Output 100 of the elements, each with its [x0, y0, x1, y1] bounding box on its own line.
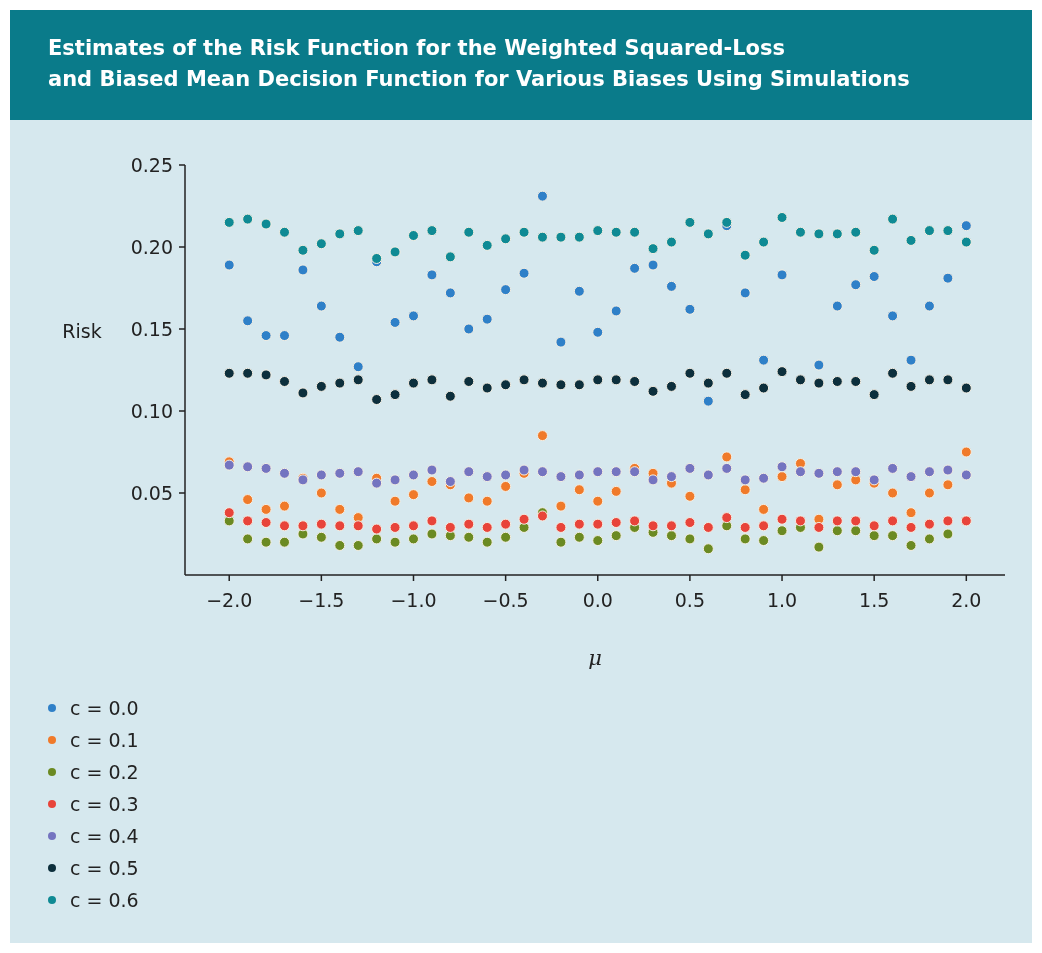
- point: [702, 521, 714, 533]
- point: [371, 523, 383, 535]
- point: [426, 528, 438, 540]
- point: [758, 236, 770, 248]
- point: [463, 375, 475, 387]
- point: [573, 484, 585, 496]
- point: [407, 489, 419, 501]
- point: [260, 462, 272, 474]
- point: [942, 479, 954, 491]
- point: [739, 484, 751, 496]
- point: [315, 518, 327, 530]
- point: [573, 285, 585, 297]
- point: [536, 190, 548, 202]
- point: [758, 354, 770, 366]
- point: [463, 492, 475, 504]
- point: [776, 513, 788, 525]
- point: [831, 228, 843, 240]
- point: [352, 520, 364, 532]
- point: [647, 520, 659, 532]
- y-tick-label: 0.25: [130, 153, 173, 176]
- point: [481, 536, 493, 548]
- point: [794, 226, 806, 238]
- y-tick-label: 0.10: [130, 399, 173, 422]
- point: [702, 395, 714, 407]
- point: [242, 494, 254, 506]
- point: [444, 390, 456, 402]
- point: [297, 387, 309, 399]
- point: [776, 269, 788, 281]
- point: [665, 530, 677, 542]
- point: [850, 279, 862, 291]
- point: [389, 389, 401, 401]
- point: [923, 518, 935, 530]
- point: [831, 300, 843, 312]
- point: [315, 380, 327, 392]
- point: [518, 513, 530, 525]
- point: [739, 389, 751, 401]
- point: [334, 228, 346, 240]
- x-tick-label: −1.5: [298, 589, 345, 611]
- point: [242, 367, 254, 379]
- point: [389, 246, 401, 258]
- point: [463, 226, 475, 238]
- point: [463, 531, 475, 543]
- point: [334, 331, 346, 343]
- point: [887, 213, 899, 225]
- point: [444, 521, 456, 533]
- point: [905, 521, 917, 533]
- point: [592, 225, 604, 237]
- point: [960, 446, 972, 458]
- point: [905, 380, 917, 392]
- point: [573, 231, 585, 243]
- point: [426, 269, 438, 281]
- point: [665, 280, 677, 292]
- point: [592, 466, 604, 478]
- point: [242, 213, 254, 225]
- point: [279, 467, 291, 479]
- point: [776, 211, 788, 223]
- x-tick-label: −0.5: [482, 589, 529, 611]
- point: [242, 315, 254, 327]
- point: [776, 471, 788, 483]
- point: [942, 528, 954, 540]
- point: [813, 359, 825, 371]
- point: [610, 374, 622, 386]
- legend-label: c = 0.2: [70, 760, 139, 783]
- point: [500, 469, 512, 481]
- point: [905, 354, 917, 366]
- point: [850, 515, 862, 527]
- point: [518, 267, 530, 279]
- point: [905, 539, 917, 551]
- point: [315, 531, 327, 543]
- legend-label: c = 0.1: [70, 728, 139, 751]
- point: [923, 300, 935, 312]
- point: [279, 226, 291, 238]
- point: [647, 474, 659, 486]
- point: [500, 284, 512, 296]
- point: [407, 377, 419, 389]
- point: [334, 503, 346, 515]
- point: [371, 394, 383, 406]
- legend-label: c = 0.4: [70, 824, 139, 847]
- point: [923, 225, 935, 237]
- x-tick-label: −2.0: [206, 589, 253, 611]
- point: [960, 469, 972, 481]
- point: [887, 487, 899, 499]
- point: [923, 533, 935, 545]
- point: [739, 521, 751, 533]
- point: [260, 517, 272, 529]
- point: [481, 495, 493, 507]
- point: [297, 520, 309, 532]
- point: [887, 530, 899, 542]
- point: [352, 466, 364, 478]
- point: [684, 517, 696, 529]
- point: [242, 533, 254, 545]
- legend-label: c = 0.6: [70, 888, 139, 911]
- point: [352, 225, 364, 237]
- point: [776, 461, 788, 473]
- point: [279, 330, 291, 342]
- point: [629, 226, 641, 238]
- point: [352, 374, 364, 386]
- point: [721, 512, 733, 524]
- point: [389, 316, 401, 328]
- point: [813, 377, 825, 389]
